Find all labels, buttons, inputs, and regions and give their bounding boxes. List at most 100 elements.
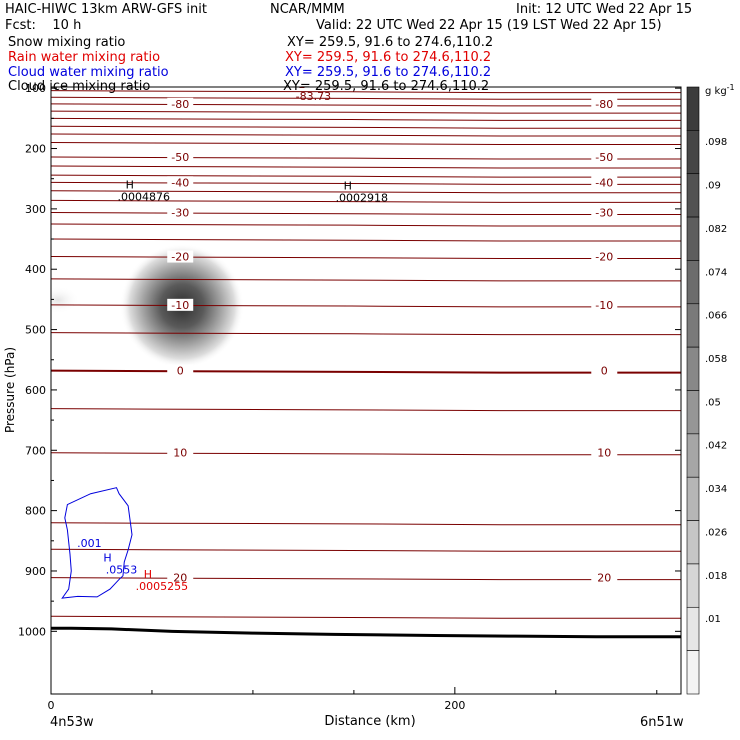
isotherm-line-minus80 xyxy=(51,103,681,107)
isotherm-label: -50 xyxy=(171,151,189,164)
y-tick-label: 700 xyxy=(25,444,46,457)
extremum-value: .0002918 xyxy=(336,192,389,205)
isotherm-label-bg xyxy=(591,571,618,584)
isotherm-line xyxy=(51,174,681,178)
field-name-cloud-water: Cloud water mixing ratio xyxy=(8,65,169,80)
isotherm-line xyxy=(51,223,681,227)
y-tick-label: 100 xyxy=(25,82,46,95)
colorbar-label: .034 xyxy=(705,484,727,495)
isotherm-label: -30 xyxy=(171,206,189,219)
colorbar-label: .018 xyxy=(705,571,727,582)
isotherm-label: 10 xyxy=(173,447,187,460)
colorbar-swatch xyxy=(686,476,700,521)
isotherm-line xyxy=(51,238,681,242)
isotherm-label-bg xyxy=(591,250,618,263)
isotherm-label: -20 xyxy=(171,251,189,264)
isotherm-label-bg xyxy=(167,571,194,584)
colorbar-swatch xyxy=(686,433,700,478)
colorbar-label: .058 xyxy=(705,354,727,365)
isotherm-label: 0 xyxy=(177,365,184,378)
colorbar-swatch xyxy=(686,303,700,348)
extremum-value: .0553 xyxy=(106,563,138,576)
isotherm-line xyxy=(51,278,681,282)
extremum-value: -83.73 xyxy=(296,90,331,103)
isotherm-line xyxy=(51,199,681,203)
colorbar-swatch xyxy=(686,130,700,175)
colorbar-label: .09 xyxy=(705,181,721,192)
extremum-value: .0005255 xyxy=(136,580,189,593)
isotherm-line-minus10 xyxy=(51,304,681,308)
colorbar-swatch xyxy=(686,216,700,261)
cloud-water-contour xyxy=(61,487,133,599)
isotherm-line-minus40 xyxy=(51,181,681,185)
isotherm-label: 20 xyxy=(597,572,611,585)
colorbar-label: .05 xyxy=(705,397,721,408)
isotherm-label-bg xyxy=(167,446,194,459)
extremum-h-marker: H xyxy=(344,180,352,193)
isotherm-label-bg xyxy=(167,250,194,263)
y-tick-label: 200 xyxy=(25,143,46,156)
field-xy-cloud-water: XY= 259.5, 91.6 to 274.6,110.2 xyxy=(285,65,492,80)
extremum-h-marker: H xyxy=(126,178,134,191)
colorbar-swatch xyxy=(686,650,700,695)
colorbar-label: .026 xyxy=(705,527,727,538)
y-tick-label: 500 xyxy=(25,324,46,337)
isotherm-label: 10 xyxy=(597,447,611,460)
isotherm-line xyxy=(51,615,681,619)
isotherm-label-bg xyxy=(591,97,618,110)
colorbar-swatch xyxy=(686,606,700,651)
colorbar-unit: g kg-1 xyxy=(705,83,735,97)
isotherm-line xyxy=(51,332,681,336)
isotherm-line xyxy=(51,190,681,194)
isotherm-line xyxy=(51,96,681,100)
isotherm-line xyxy=(51,125,681,129)
colorbar-label: .01 xyxy=(705,614,721,625)
isotherm-line xyxy=(51,548,681,552)
isotherm-label-bg xyxy=(167,150,194,163)
valid-time: Valid: 22 UTC Wed 22 Apr 15 (19 LST Wed … xyxy=(316,18,662,33)
isotherm-line xyxy=(51,110,681,114)
y-tick-label: 600 xyxy=(25,384,46,397)
colorbar-label: .066 xyxy=(705,311,727,322)
y-tick-label: 1000 xyxy=(18,625,46,638)
isotherm-line-0 xyxy=(51,369,681,374)
isotherm-line xyxy=(51,141,681,145)
field-name-rain: Rain water mixing ratio xyxy=(8,50,161,65)
x-tick-label: 200 xyxy=(444,699,465,712)
colorbar-label: .042 xyxy=(705,441,727,452)
isotherm-label: -80 xyxy=(171,98,189,111)
terrain-line xyxy=(51,626,681,639)
snow-blob-faint xyxy=(51,286,80,314)
run-title: HAIC-HIWC 13km ARW-GFS init xyxy=(5,2,207,17)
isotherm-label: 0 xyxy=(601,365,608,378)
isotherm-label: 20 xyxy=(173,572,187,585)
right-endpoint-label: 6n51w xyxy=(640,715,684,730)
field-xy-rain: XY= 259.5, 91.6 to 274.6,110.2 xyxy=(285,50,492,65)
colorbar-swatch xyxy=(686,173,700,218)
isotherm-line-minus30 xyxy=(51,211,681,215)
left-endpoint-label: 4n53w xyxy=(50,715,94,730)
cloud-water-contour-label: .001 xyxy=(77,537,102,550)
isotherm-line xyxy=(51,117,681,121)
extremum-h-marker: H xyxy=(144,568,152,581)
isotherm-label-bg xyxy=(591,364,618,377)
colorbar-label: .074 xyxy=(705,267,727,278)
isotherm-label: -80 xyxy=(595,98,613,111)
colorbar-swatch xyxy=(686,563,700,608)
extremum-value: .0004876 xyxy=(118,190,171,203)
colorbar-swatch xyxy=(686,260,700,305)
plot-frame xyxy=(50,86,682,695)
isotherm-label-bg xyxy=(591,298,618,311)
colorbar-label: .098 xyxy=(705,137,727,148)
isotherm-label: -20 xyxy=(595,251,613,264)
colorbar-swatch xyxy=(686,346,700,391)
isotherm-label-bg xyxy=(167,364,194,377)
isotherm-line-minus50 xyxy=(51,156,681,160)
field-xy-snow: XY= 259.5, 91.6 to 274.6,110.2 xyxy=(287,35,494,50)
isotherm-label-bg xyxy=(591,150,618,163)
isotherm-label: -10 xyxy=(171,299,189,312)
y-tick-label: 900 xyxy=(25,565,46,578)
isotherm-label: -10 xyxy=(595,299,613,312)
field-name-snow: Snow mixing ratio xyxy=(8,35,126,50)
